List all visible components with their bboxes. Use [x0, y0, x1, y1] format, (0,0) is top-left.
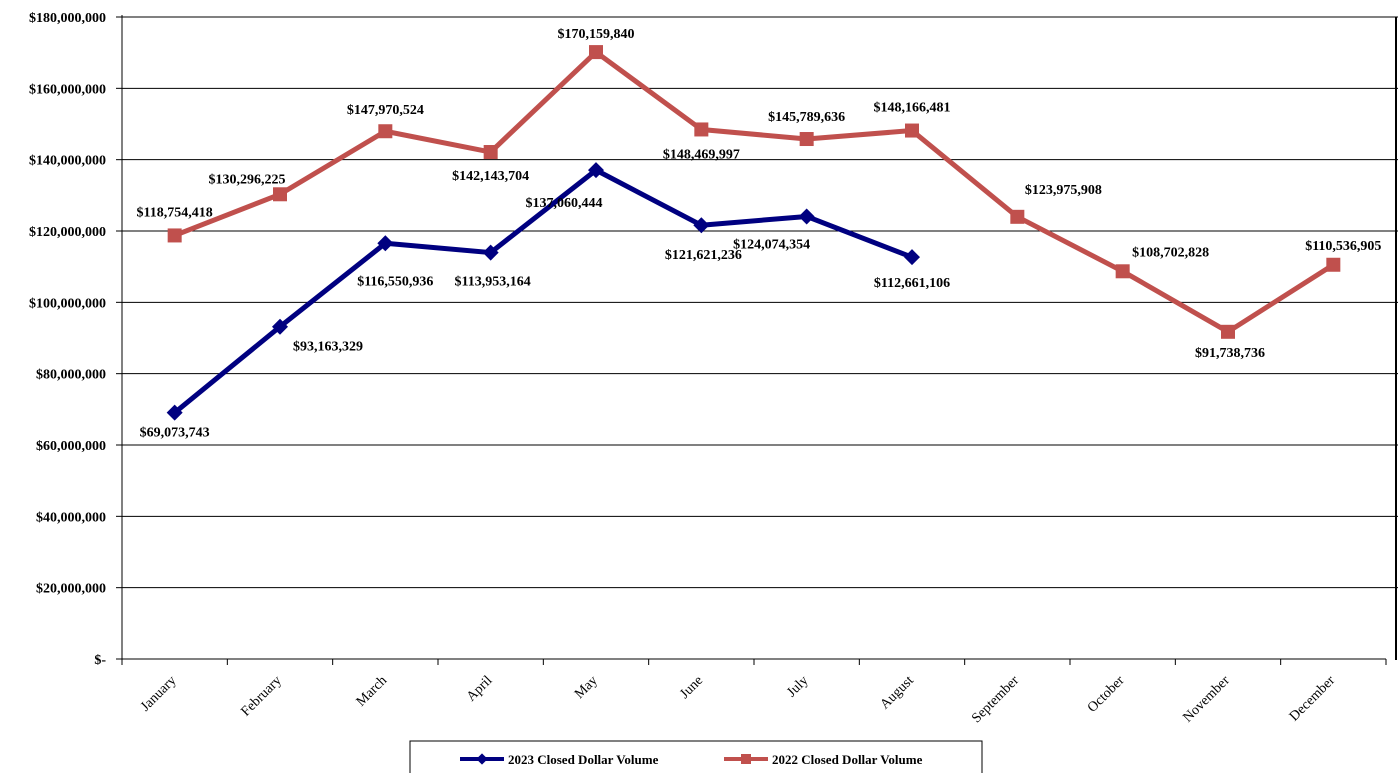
data-point-square — [799, 132, 814, 147]
x-tick-label: August — [878, 673, 917, 712]
data-point-diamond — [377, 235, 394, 252]
data-point-square — [273, 187, 287, 202]
data-label: $142,143,704 — [452, 169, 529, 184]
data-point-square — [1221, 324, 1235, 339]
data-label: $147,970,524 — [347, 103, 424, 118]
legend-marker-square — [741, 754, 751, 764]
y-tick-label: $60,000,000 — [36, 439, 106, 454]
data-label: $148,469,997 — [663, 147, 740, 162]
series-line-2023 — [173, 167, 913, 415]
data-labels: $69,073,743 $93,163,329 $116,550,936 $113,9… — [137, 27, 1382, 441]
data-point-diamond — [588, 162, 604, 179]
data-label: $170,159,840 — [558, 27, 635, 42]
data-label: $112,661,106 — [874, 276, 950, 291]
y-tick-label: $20,000,000 — [36, 582, 106, 597]
x-tick-label: January — [138, 673, 179, 714]
y-tick-label: $- — [94, 653, 106, 668]
legend-label-2022: 2022 Closed Dollar Volume — [772, 752, 923, 767]
data-point-square — [1010, 209, 1025, 224]
data-point-square — [905, 123, 919, 138]
x-tick-label: October — [1085, 673, 1128, 716]
data-point-square — [167, 228, 182, 243]
series-line-2022 — [173, 49, 1335, 335]
data-label: $113,953,164 — [455, 275, 531, 290]
y-tick-label: $100,000,000 — [29, 296, 106, 311]
data-label: $110,536,905 — [1305, 239, 1381, 254]
y-tick-label: $160,000,000 — [29, 82, 106, 97]
y-tick-label: $120,000,000 — [29, 225, 106, 240]
data-point-diamond — [798, 208, 815, 225]
data-label: $108,702,828 — [1132, 245, 1209, 260]
data-point-diamond — [166, 404, 183, 421]
data-point-square — [589, 45, 603, 60]
data-label: $121,621,236 — [665, 248, 742, 263]
data-point-square — [483, 145, 498, 160]
y-tick-labels: $- $20,000,000 $40,000,000 $60,000,000 $80,0… — [29, 11, 106, 668]
series — [166, 45, 1341, 421]
x-tick-label: May — [572, 673, 601, 702]
x-tick-label: April — [464, 673, 496, 705]
y-tick-label: $80,000,000 — [36, 368, 106, 383]
data-label: $93,163,329 — [293, 340, 363, 355]
x-tick-label: June — [677, 673, 706, 702]
data-label: $145,789,636 — [768, 110, 845, 125]
x-tick-label: July — [784, 673, 811, 700]
data-label: $137,060,444 — [526, 196, 603, 211]
data-label: $118,754,418 — [137, 205, 213, 220]
data-label: $130,296,225 — [209, 172, 286, 187]
x-tick-labels: January February March April May June July Augu… — [138, 673, 1338, 726]
y-tick-label: $180,000,000 — [29, 11, 106, 26]
axes — [116, 15, 1397, 665]
data-point-square — [694, 122, 709, 137]
data-label: $69,073,743 — [140, 426, 210, 441]
x-tick-label: March — [354, 673, 390, 709]
data-point-diamond — [904, 249, 920, 266]
legend-marker-diamond — [476, 753, 488, 765]
data-label: $116,550,936 — [357, 274, 433, 289]
y-tick-label: $40,000,000 — [36, 510, 106, 525]
data-point-diamond — [693, 217, 710, 234]
x-tick-label: September — [969, 673, 1022, 726]
y-tick-label: $140,000,000 — [29, 154, 106, 169]
legend: 2023 Closed Dollar Volume 2022 Closed Do… — [409, 740, 983, 773]
data-label: $123,975,908 — [1025, 183, 1102, 198]
data-label: $124,074,354 — [733, 237, 810, 252]
data-label: $148,166,481 — [874, 101, 951, 116]
data-point-square — [1326, 257, 1341, 272]
x-tick-label: December — [1287, 673, 1339, 725]
x-tick-label: February — [238, 673, 284, 719]
data-point-diamond — [272, 318, 288, 335]
data-point-diamond — [482, 244, 499, 261]
data-point-square — [1115, 264, 1130, 279]
data-point-square — [378, 124, 393, 139]
data-label: $91,738,736 — [1195, 346, 1265, 361]
legend-label-2023: 2023 Closed Dollar Volume — [508, 752, 659, 767]
x-tick-label: November — [1180, 673, 1233, 726]
legend-box — [409, 740, 983, 773]
